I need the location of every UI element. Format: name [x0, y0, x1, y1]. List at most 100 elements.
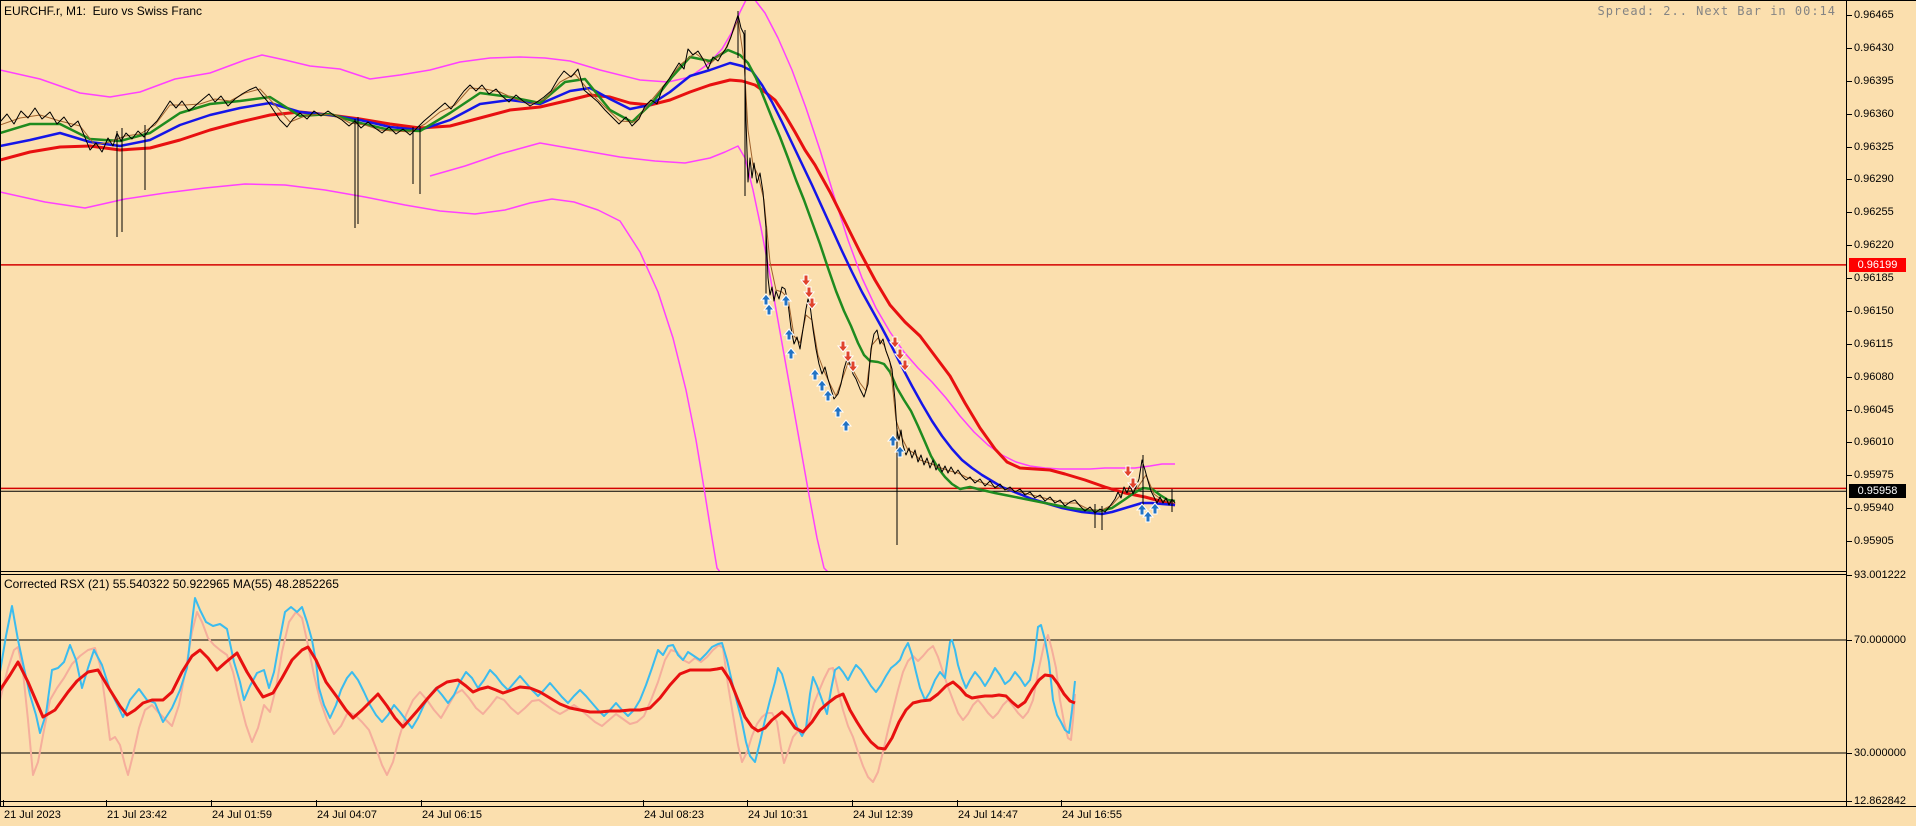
indicator-axis-tick: [1846, 753, 1852, 754]
price-axis-tick: [1846, 442, 1852, 444]
price-axis-tick: [1846, 475, 1852, 477]
time-axis-tick: [316, 800, 317, 806]
buy-arrow-icon: [815, 379, 829, 392]
price-axis-label: 0.96255: [1854, 206, 1894, 219]
time-axis-label: 24 Jul 12:39: [853, 809, 913, 821]
price-axis-tick: [1846, 278, 1852, 279]
buy-arrow-icon: [784, 347, 798, 360]
price-axis-tick: [1846, 376, 1852, 378]
price-axis-label: 0.95940: [1854, 502, 1894, 515]
price-axis-label: 0.96290: [1854, 173, 1894, 186]
indicator-bottom-border: [0, 801, 1847, 802]
time-axis-tick: [421, 800, 422, 806]
time-axis-label: 24 Jul 06:15: [422, 809, 482, 821]
price-axis-label: 0.96465: [1854, 9, 1894, 21]
price-axis-label: 0.96115: [1854, 337, 1893, 350]
price-axis-tick: [1846, 343, 1852, 345]
price-axis-label: 0.96010: [1854, 436, 1894, 449]
price-axis-label: 0.96220: [1854, 239, 1894, 252]
price-axis-tick: [1846, 80, 1852, 82]
buy-arrow-icon: [808, 368, 822, 381]
indicator-axis-tick: [1846, 640, 1852, 641]
indicator-axis-label: 70.000000: [1854, 634, 1906, 646]
buy-arrow-icon: [839, 419, 853, 432]
time-axis-label: 21 Jul 2023: [4, 809, 61, 821]
buy-arrow-icon: [1141, 510, 1155, 523]
series-price: [0, 14, 1176, 514]
price-axis-label: 0.96185: [1854, 272, 1894, 284]
sell-arrow-icon: [799, 274, 813, 287]
indicator-label: Corrected RSX (21) 55.540322 50.922965 M…: [4, 577, 339, 591]
price-axis-label: 0.96325: [1854, 140, 1894, 153]
indicator-axis-tick: [1846, 801, 1852, 803]
series-ma-green: [0, 48, 1176, 513]
series-ma-red-slow: [0, 78, 1176, 507]
indicator-axis-label: 30.000000: [1854, 747, 1906, 759]
main-chart-canvas[interactable]: [0, 0, 1846, 571]
price-axis-tick: [1846, 310, 1852, 312]
price-axis-line[interactable]: [1846, 0, 1847, 806]
spread-next-bar-status: Spread: 2.. Next Bar in 00:14: [1597, 4, 1836, 18]
top-border: [0, 0, 1916, 1]
buy-arrow-icon: [779, 294, 793, 307]
price-axis-tick: [1846, 508, 1852, 510]
sell-arrow-icon: [898, 359, 912, 372]
price-axis-label: 0.95905: [1854, 535, 1894, 547]
pane-separator-top[interactable]: [0, 571, 1847, 572]
time-axis-label: 24 Jul 08:23: [644, 809, 704, 821]
time-axis-tick: [643, 800, 644, 806]
buy-arrow-icon: [1148, 502, 1162, 515]
sell-arrow-icon: [841, 350, 855, 363]
time-axis-tick: [106, 800, 107, 806]
series-rsx-ma-red: [0, 645, 1076, 751]
price-tag-0.96199: 0.96199: [1849, 257, 1906, 272]
series-band-mid: [429, 142, 829, 571]
indicator-axis-label: 93.001222: [1854, 569, 1906, 582]
sell-arrow-icon: [1121, 465, 1135, 478]
price-axis-label: 0.96430: [1854, 41, 1894, 54]
buy-arrow-icon: [782, 328, 796, 341]
price-axis-tick: [1846, 146, 1852, 148]
time-axis-line: [0, 806, 1916, 807]
series-band-lower: [0, 183, 721, 571]
price-axis-label: 0.96360: [1854, 107, 1894, 120]
buy-arrow-icon: [893, 445, 907, 458]
time-axis-tick: [957, 800, 958, 806]
buy-arrow-icon: [821, 389, 835, 402]
time-axis-label: 24 Jul 14:47: [958, 809, 1018, 821]
price-axis-label: 0.96150: [1854, 304, 1894, 317]
time-axis-label: 24 Jul 10:31: [748, 809, 808, 821]
indicator-canvas[interactable]: [0, 575, 1846, 801]
sell-arrow-icon: [802, 286, 816, 299]
time-axis-label: 24 Jul 01:59: [212, 809, 272, 821]
series-ma-blue: [0, 61, 1176, 516]
sell-arrow-icon: [805, 297, 819, 310]
price-axis-label: 0.95975: [1854, 469, 1894, 482]
series-rsx-cyan: [0, 597, 1076, 763]
sell-arrow-icon: [846, 360, 860, 373]
sell-arrow-icon: [888, 336, 902, 349]
price-axis-tick: [1846, 47, 1852, 49]
time-axis-label: 21 Jul 23:42: [107, 809, 167, 821]
indicator-axis-label: 12.862842: [1854, 795, 1906, 808]
price-axis-label: 0.96045: [1854, 403, 1894, 416]
left-border: [0, 0, 1, 806]
time-axis-tick: [3, 800, 4, 806]
indicator-axis-tick: [1846, 575, 1852, 577]
sell-arrow-icon: [1126, 477, 1140, 490]
price-axis-tick: [1846, 212, 1852, 214]
price-axis-tick: [1846, 113, 1852, 115]
price-axis-label: 0.96395: [1854, 74, 1894, 87]
sell-arrow-icon: [893, 348, 907, 361]
time-axis-tick: [211, 800, 212, 806]
price-axis-tick: [1846, 179, 1852, 181]
time-axis-label: 24 Jul 04:07: [317, 809, 377, 821]
series-ma-brown-fast: [0, 19, 1175, 512]
pane-separator-bottom[interactable]: [0, 574, 1847, 575]
series-band-upper-hump: [754, 0, 1175, 470]
sell-arrow-icon: [836, 340, 850, 353]
buy-arrow-icon: [762, 303, 776, 316]
time-axis-tick: [1061, 800, 1062, 806]
price-axis-tick: [1846, 541, 1852, 542]
time-axis-tick: [747, 800, 748, 806]
